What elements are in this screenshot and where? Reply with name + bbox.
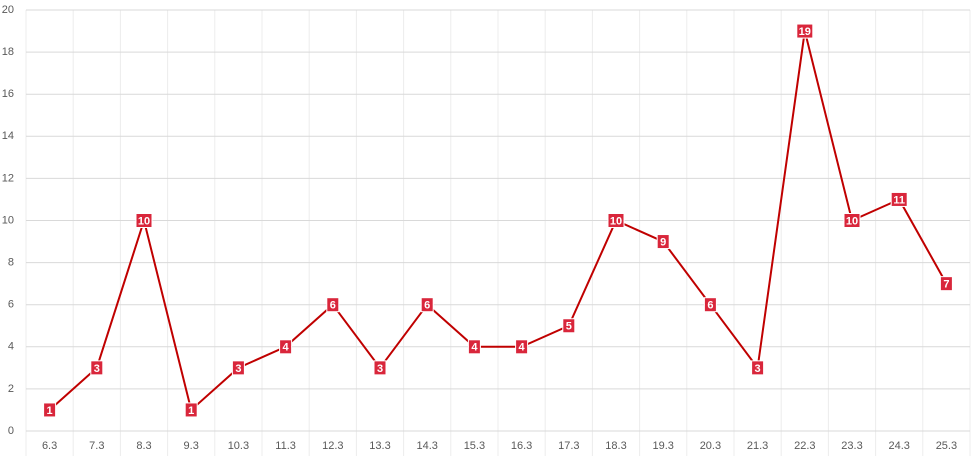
- data-label: 3: [235, 363, 241, 375]
- y-tick-label: 18: [2, 46, 14, 58]
- x-tick-label: 11.3: [275, 440, 296, 452]
- y-tick-label: 10: [2, 214, 14, 226]
- data-marker: [184, 402, 198, 418]
- data-marker: [607, 213, 625, 228]
- y-tick-label: 20: [2, 4, 14, 16]
- x-tick-label: 14.3: [416, 440, 437, 452]
- data-label: 1: [188, 405, 194, 417]
- data-label: 10: [610, 215, 622, 227]
- data-label: 7: [943, 279, 949, 291]
- data-marker: [703, 297, 717, 313]
- x-tick-label: 24.3: [888, 440, 909, 452]
- x-tick-label: 7.3: [89, 440, 104, 452]
- y-tick-label: 16: [2, 88, 14, 100]
- data-line: [48, 30, 948, 412]
- data-label: 6: [707, 300, 713, 312]
- data-marker: [373, 360, 387, 376]
- y-tick-label: 14: [2, 130, 14, 142]
- data-label: 6: [330, 300, 336, 312]
- data-label: 1: [47, 405, 53, 417]
- data-label: 19: [799, 26, 811, 38]
- data-marker: [751, 360, 765, 376]
- data-marker: [939, 276, 953, 292]
- data-label: 9: [660, 236, 666, 248]
- x-tick-label: 6.3: [42, 440, 57, 452]
- data-label: 5: [566, 321, 572, 333]
- data-marker: [843, 213, 861, 228]
- data-label: 10: [846, 215, 858, 227]
- data-label: 4: [283, 342, 290, 354]
- data-label: 4: [471, 342, 478, 354]
- data-marker: [420, 297, 434, 313]
- x-tick-label: 17.3: [558, 440, 579, 452]
- y-tick-label: 0: [8, 425, 14, 437]
- y-tick-label: 12: [2, 172, 14, 184]
- x-tick-label: 25.3: [936, 440, 957, 452]
- data-marker: [656, 234, 670, 250]
- data-marker: [90, 360, 104, 376]
- x-tick-label: 23.3: [841, 440, 862, 452]
- data-marker: [890, 191, 908, 207]
- y-tick-label: 6: [8, 299, 14, 311]
- y-tick-label: 2: [8, 383, 14, 395]
- x-tick-label: 20.3: [700, 440, 721, 452]
- data-marker: [135, 213, 153, 228]
- x-tick-label: 8.3: [136, 440, 151, 452]
- x-tick-label: 13.3: [369, 440, 390, 452]
- x-tick-label: 22.3: [794, 440, 815, 452]
- data-label: 3: [377, 363, 383, 375]
- data-marker: [326, 297, 340, 313]
- data-marker: [515, 339, 529, 355]
- x-tick-label: 15.3: [464, 440, 485, 452]
- x-tick-label: 10.3: [228, 440, 249, 452]
- data-marker: [562, 318, 576, 334]
- y-tick-label: 8: [8, 257, 14, 269]
- x-tick-label: 18.3: [605, 440, 626, 452]
- x-tick-label: 9.3: [184, 440, 199, 452]
- data-label: 4: [519, 342, 526, 354]
- x-tick-label: 16.3: [511, 440, 532, 452]
- x-tick-label: 12.3: [322, 440, 343, 452]
- x-tick-label: 19.3: [652, 440, 673, 452]
- data-marker: [231, 360, 245, 376]
- y-tick-label: 4: [8, 341, 14, 353]
- data-label: 11: [893, 194, 905, 206]
- data-marker: [796, 23, 814, 39]
- data-marker: [279, 339, 293, 355]
- data-marker: [467, 339, 481, 355]
- data-label: 6: [424, 300, 430, 312]
- data-marker: [43, 402, 57, 418]
- data-label: 3: [755, 363, 761, 375]
- x-tick-label: 21.3: [747, 440, 768, 452]
- data-label: 10: [138, 215, 150, 227]
- data-label: 3: [94, 363, 100, 375]
